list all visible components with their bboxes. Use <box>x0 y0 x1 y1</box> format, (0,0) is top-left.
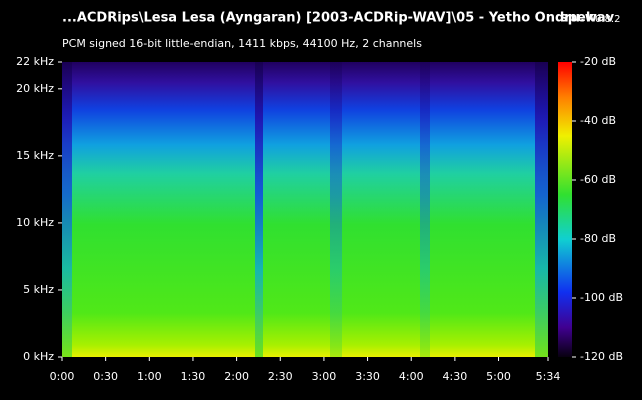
quiet-region <box>420 62 430 357</box>
spectrogram-image <box>62 62 548 357</box>
y-tick-label: 0 kHz <box>23 350 54 363</box>
x-tick-label: 3:30 <box>355 370 380 383</box>
color-scale <box>558 62 572 357</box>
color-tick-label: -100 dB <box>580 291 623 304</box>
color-tick-label: -60 dB <box>580 173 616 186</box>
quiet-region <box>330 62 342 357</box>
color-tick-label: -40 dB <box>580 114 616 127</box>
x-tick-label: 5:34 <box>536 370 561 383</box>
app-version: 0.8.2 <box>595 14 620 25</box>
quiet-region <box>535 62 548 357</box>
x-tick-label: 0:30 <box>93 370 118 383</box>
x-tick-label: 4:00 <box>399 370 424 383</box>
x-tick-label: 1:30 <box>181 370 206 383</box>
x-tick-label: 3:00 <box>312 370 337 383</box>
y-tick-label: 15 kHz <box>16 149 54 162</box>
spectrogram <box>62 62 548 357</box>
y-tick-label: 20 kHz <box>16 82 54 95</box>
y-tick-label: 22 kHz <box>16 55 54 68</box>
x-tick-label: 1:00 <box>137 370 162 383</box>
quiet-region <box>255 62 263 357</box>
app-name: spek <box>560 11 595 26</box>
x-tick-label: 2:00 <box>224 370 249 383</box>
color-tick-label: -120 dB <box>580 350 623 363</box>
stream-info: PCM signed 16-bit little-endian, 1411 kb… <box>62 37 422 50</box>
x-tick-label: 4:30 <box>443 370 468 383</box>
quiet-region <box>62 62 72 357</box>
y-tick-label: 10 kHz <box>16 216 54 229</box>
x-tick-label: 5:00 <box>486 370 511 383</box>
y-tick-label: 5 kHz <box>23 283 54 296</box>
file-title: ...ACDRips\Lesa Lesa (Ayngaran) [2003-AC… <box>62 11 615 26</box>
color-tick-label: -20 dB <box>580 55 616 68</box>
x-tick-label: 0:00 <box>50 370 75 383</box>
x-tick-label: 2:30 <box>268 370 293 383</box>
color-tick-label: -80 dB <box>580 232 616 245</box>
